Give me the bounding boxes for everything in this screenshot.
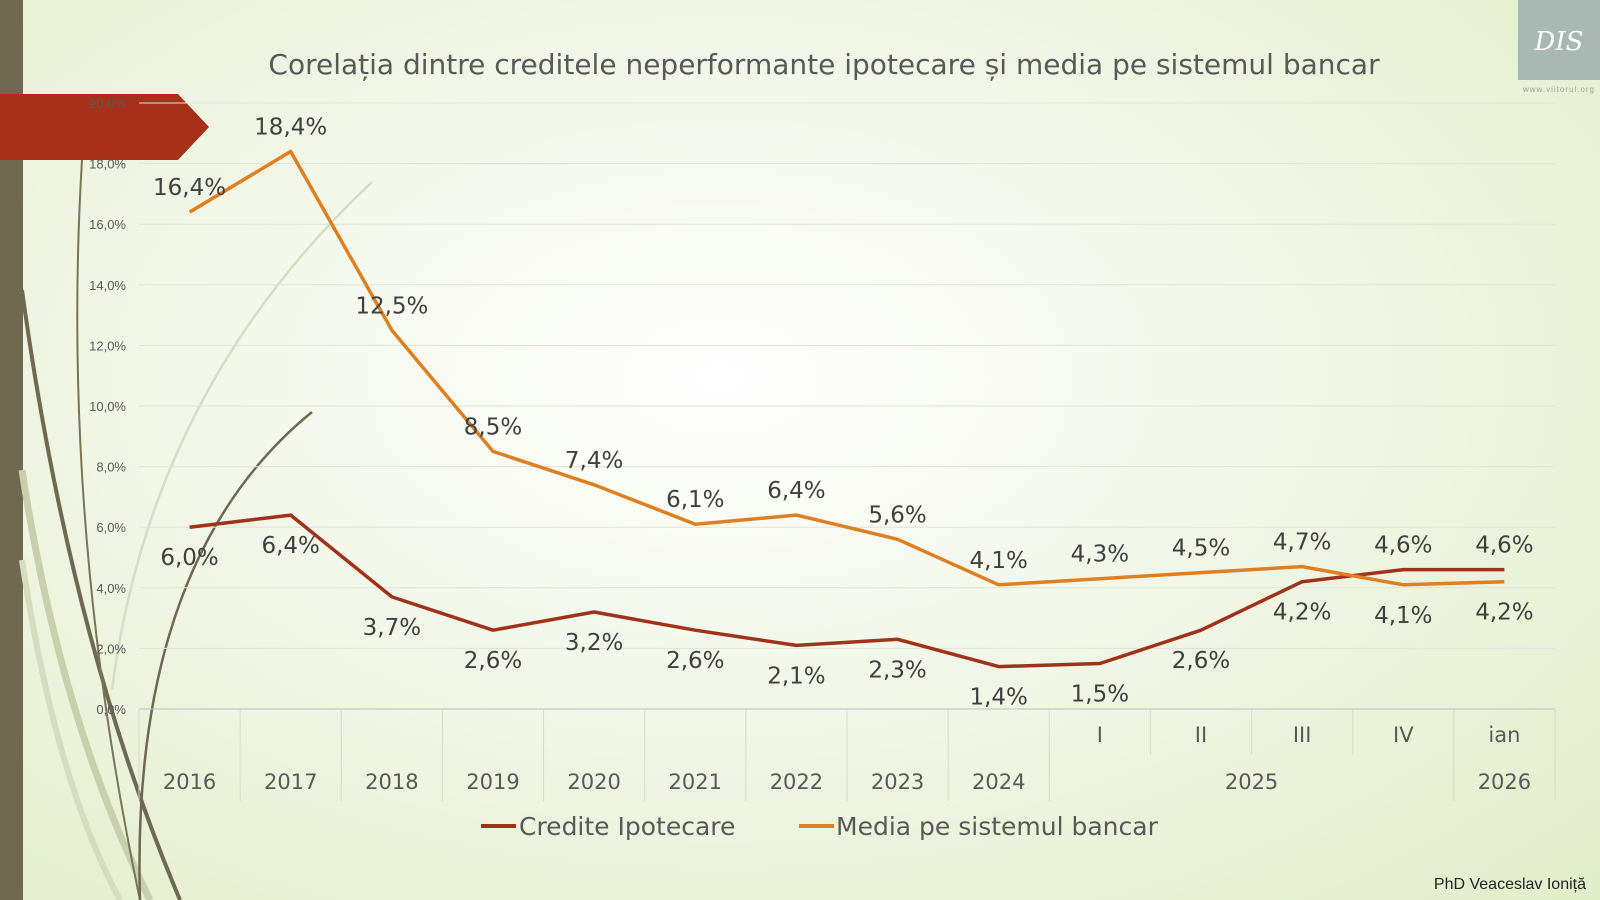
legend: Credite Ipotecare Media pe sistemul banc… (481, 812, 1159, 841)
x-group-label: 2026 (1478, 770, 1531, 794)
series-line-credite-ipotecare (189, 513, 1505, 669)
decorative-curve (76, 159, 141, 900)
decorative-curve (18, 469, 154, 900)
arrow-banner (0, 94, 209, 160)
chart-title: Corelația dintre creditele neperformante… (268, 48, 1380, 81)
logo-box (1518, 0, 1600, 80)
data-label: 2,6% (666, 648, 724, 674)
data-label: 4,1% (1374, 603, 1432, 629)
x-group-label: 2019 (466, 770, 519, 794)
data-label: 4,2% (1475, 600, 1533, 626)
y-axis: 0,0% 2,0% 4,0% 6,0% 8,0% 10,0% 12,0% 14,0% 16,0%… (89, 96, 126, 717)
data-label: 2,6% (1172, 648, 1230, 674)
y-tick-label: 20,0% (89, 96, 126, 111)
y-tick-label: 0,0% (96, 702, 126, 717)
y-tick-label: 12,0% (89, 338, 126, 353)
slide-decoration (0, 0, 373, 900)
data-label: 6,4% (767, 478, 825, 504)
x-tick-label: I (1097, 723, 1103, 747)
x-group-label: 2017 (264, 770, 317, 794)
data-label: 4,5% (1172, 536, 1230, 562)
data-label: 16,4% (153, 175, 226, 201)
data-label: 8,5% (464, 414, 522, 440)
logo-url: www.viitorul.org (1522, 85, 1595, 94)
gridlines (139, 102, 1555, 710)
x-group-label: 2016 (163, 770, 216, 794)
data-label: 6,4% (261, 533, 319, 559)
y-tick-label: 2,0% (96, 641, 126, 656)
data-label: 4,6% (1374, 533, 1432, 559)
x-group-label: 2018 (365, 770, 418, 794)
decorative-curve (138, 411, 313, 900)
data-label: 4,2% (1273, 600, 1331, 626)
decorative-curve (20, 289, 182, 900)
y-tick-label: 8,0% (96, 460, 126, 475)
y-tick-label: 6,0% (96, 520, 126, 535)
data-label: 2,3% (868, 657, 926, 683)
data-label: 4,6% (1475, 533, 1533, 559)
x-group-label: 2021 (669, 770, 722, 794)
data-label: 6,1% (666, 487, 724, 513)
y-tick-label: 4,0% (96, 581, 126, 596)
left-sidebar (0, 0, 23, 900)
data-label: 2,1% (767, 663, 825, 689)
x-group-label: 2025 (1225, 770, 1278, 794)
plot-lines (188, 149, 1505, 669)
data-label: 18,4% (254, 114, 327, 140)
x-tick-label: ian (1488, 723, 1520, 747)
data-label: 7,4% (565, 448, 623, 474)
data-label: 4,3% (1071, 542, 1129, 568)
x-group-label: 2024 (972, 770, 1025, 794)
data-label: 5,6% (868, 502, 926, 528)
data-label: 1,4% (969, 685, 1027, 711)
data-label: 3,2% (565, 630, 623, 656)
x-tick-label: III (1293, 723, 1312, 747)
logo-text: DIS (1534, 27, 1584, 57)
data-label: 1,5% (1071, 682, 1129, 708)
data-label: 3,7% (363, 615, 421, 641)
x-tick-label: II (1195, 723, 1207, 747)
data-labels: 6,0% 6,4% 3,7% 2,6% 3,2% 2,6% 2,1% 2,3% 1,4% 1,5%… (153, 114, 1534, 710)
y-tick-label: 14,0% (89, 278, 126, 293)
data-label: 4,1% (969, 548, 1027, 574)
x-group-label: 2022 (770, 770, 823, 794)
legend-label-media: Media pe sistemul bancar (836, 812, 1159, 841)
series-line-media (188, 149, 1505, 587)
x-group-label: 2020 (567, 770, 620, 794)
x-tick-label: IV (1393, 723, 1414, 747)
x-group-label: 2023 (871, 770, 924, 794)
y-tick-label: 10,0% (89, 399, 126, 414)
decorative-curve (19, 559, 123, 900)
author-credit: PhD Veaceslav Ioniță (1434, 876, 1586, 893)
data-label: 6,0% (160, 545, 218, 571)
decorative-curve (110, 181, 373, 691)
legend-label-credite-ipotecare: Credite Ipotecare (519, 812, 735, 841)
y-tick-label: 16,0% (89, 217, 126, 232)
data-label: 12,5% (355, 293, 428, 319)
data-label: 2,6% (464, 648, 522, 674)
logo: DIS www.viitorul.org (1518, 0, 1600, 94)
y-tick-label: 18,0% (89, 157, 126, 172)
data-label: 4,7% (1273, 530, 1331, 556)
